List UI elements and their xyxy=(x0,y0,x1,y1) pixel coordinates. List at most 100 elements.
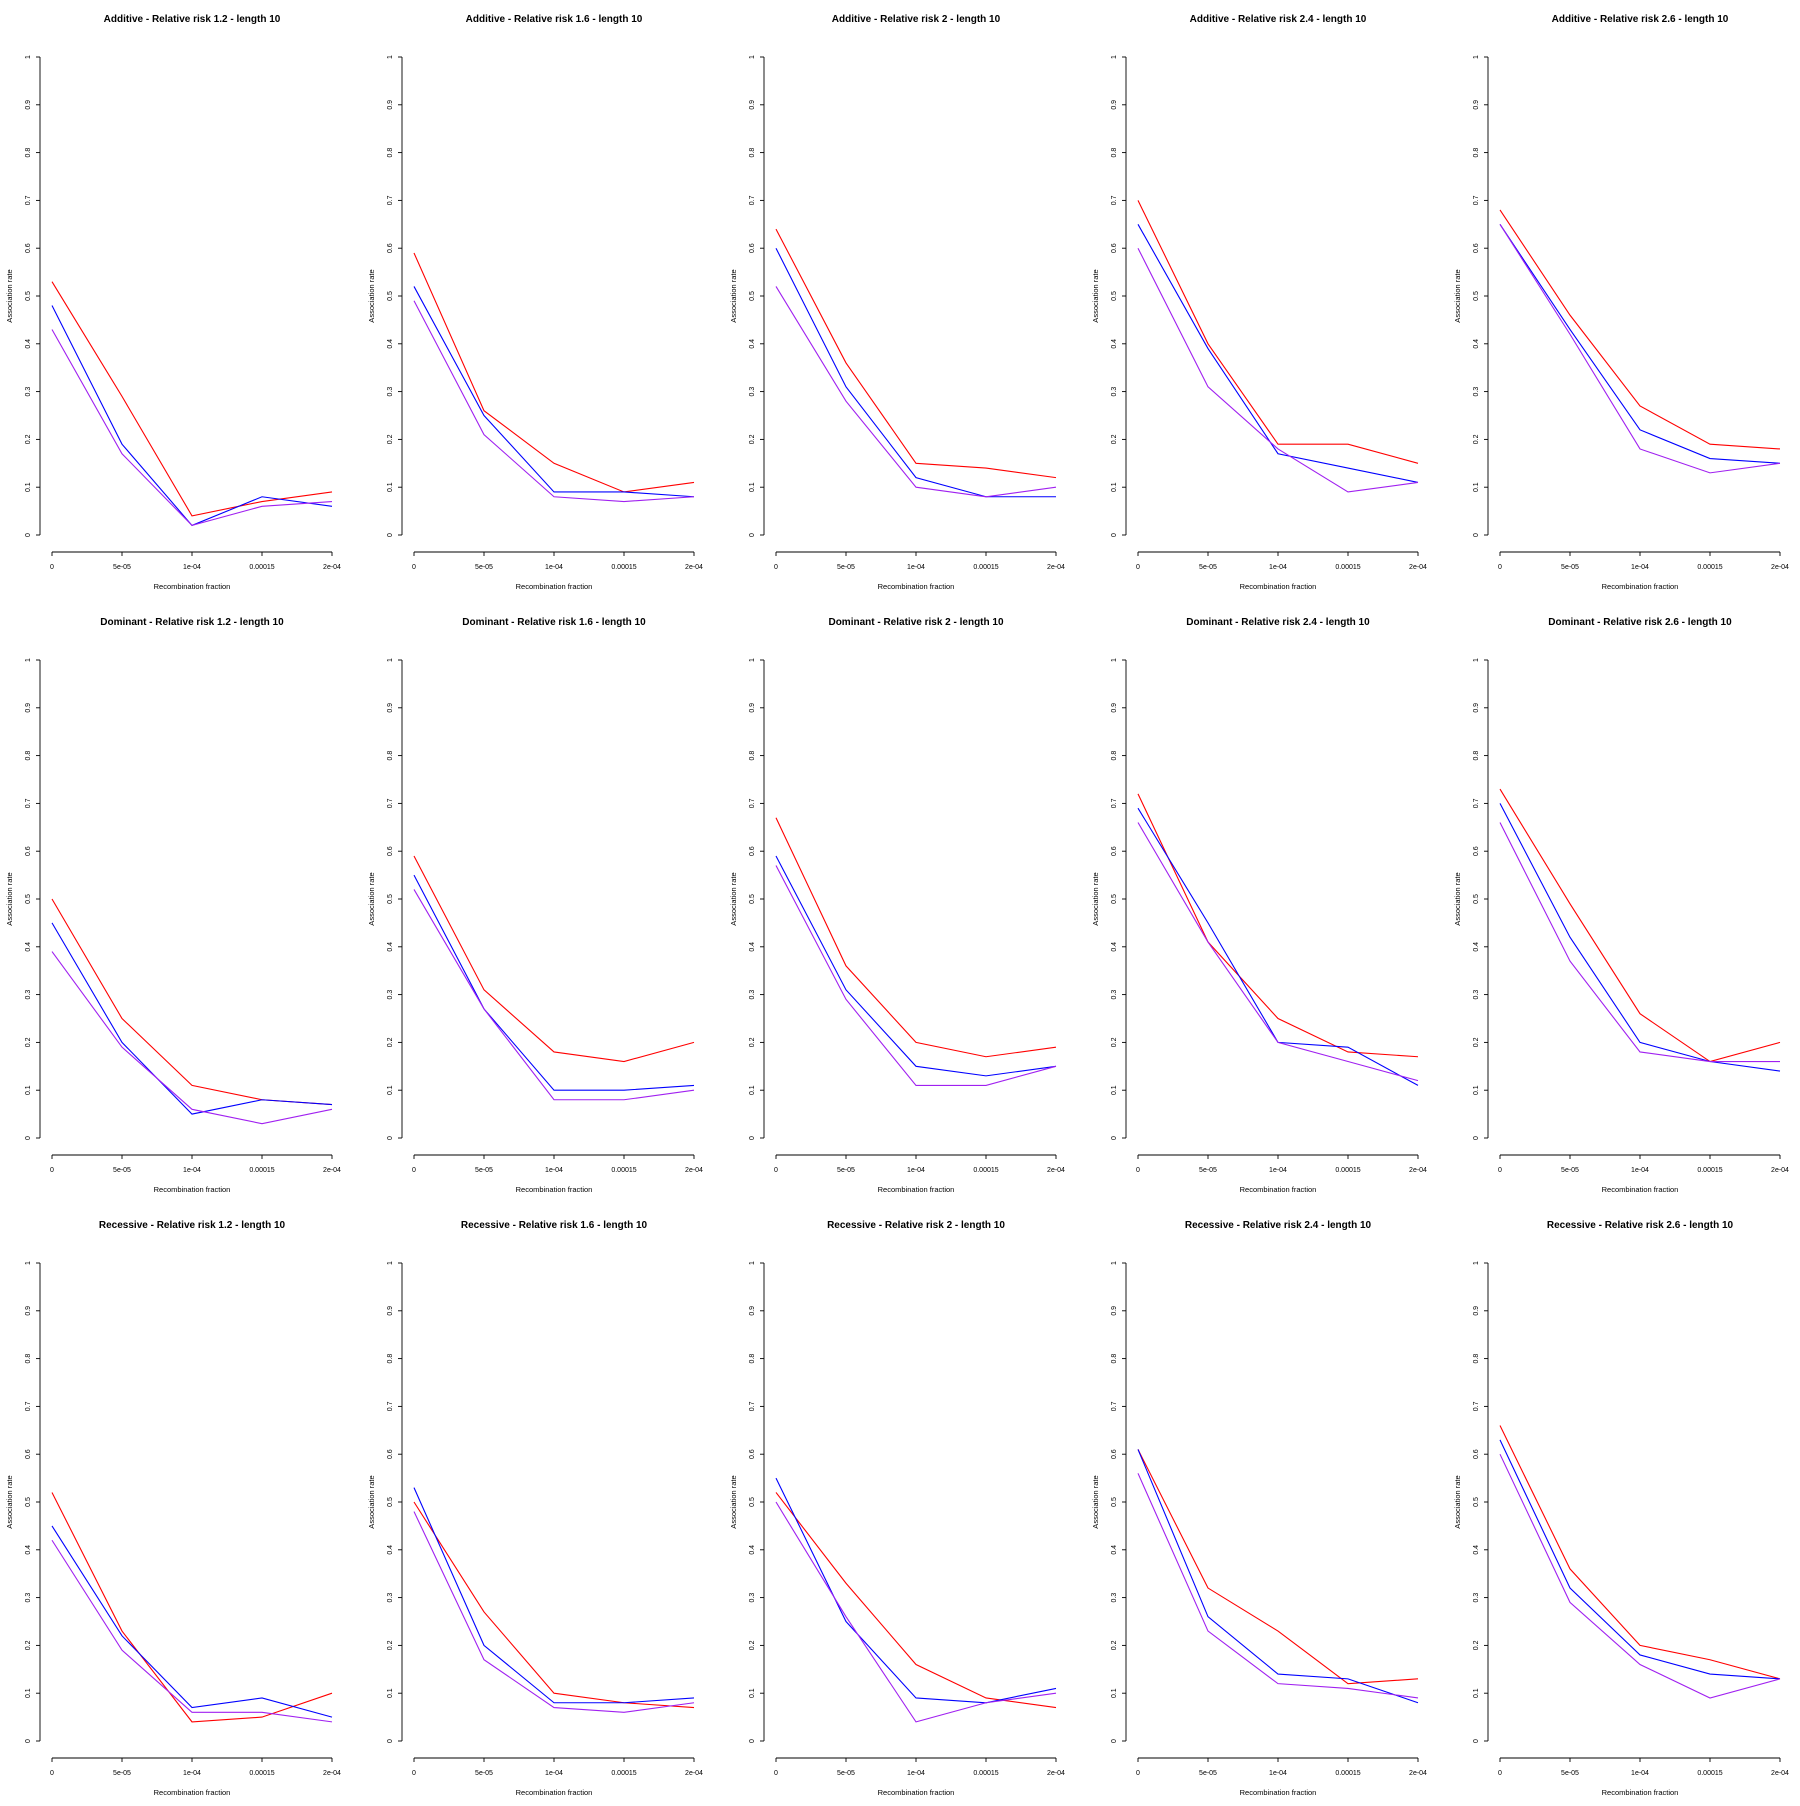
series-line-2 xyxy=(1499,1439,1781,1680)
y-tick-label: 0.5 xyxy=(387,1497,394,1507)
y-tick-label: 0.7 xyxy=(387,195,394,205)
chart-title: Dominant - Relative risk 1.2 - length 10 xyxy=(100,617,284,628)
y-tick-label: 0.3 xyxy=(749,1593,756,1603)
chart-title: Additive - Relative risk 1.6 - length 10 xyxy=(466,14,643,25)
y-tick-label: 0.7 xyxy=(25,195,32,205)
y-tick-label: 0.2 xyxy=(749,434,756,444)
y-tick-label: 0.2 xyxy=(25,1640,32,1650)
series-line-3 xyxy=(51,329,333,527)
y-tick-label: 0.1 xyxy=(749,1085,756,1095)
x-tick-label: 2e-04 xyxy=(323,564,341,571)
x-tick-label: 0.00015 xyxy=(973,564,998,571)
x-tick-label: 5e-05 xyxy=(837,1167,855,1174)
y-tick-label: 0.4 xyxy=(1111,942,1118,952)
chart-svg: Additive - Relative risk 2 - length 10 0 0… xyxy=(729,14,1065,591)
y-tick-label: 0 xyxy=(1473,1739,1480,1743)
y-tick-label: 1 xyxy=(1473,658,1480,662)
y-tick-label: 0.4 xyxy=(25,339,32,349)
y-tick-label: 0.3 xyxy=(1473,990,1480,1000)
y-tick-label: 0 xyxy=(387,1739,394,1743)
y-tick-label: 1 xyxy=(387,658,394,662)
x-tick-label: 1e-04 xyxy=(1269,1770,1287,1777)
y-axis-label: Association rate xyxy=(1091,269,1100,322)
y-tick-label: 0.3 xyxy=(387,990,394,1000)
x-tick-label: 1e-04 xyxy=(183,564,201,571)
series-line-1 xyxy=(51,898,333,1106)
x-tick-label: 0 xyxy=(412,1167,416,1174)
chart-svg: Dominant - Relative risk 2.4 - length 10… xyxy=(1091,617,1427,1194)
y-tick-label: 0.2 xyxy=(387,1037,394,1047)
y-tick-label: 0.1 xyxy=(1111,1085,1118,1095)
y-tick-label: 0.8 xyxy=(25,1354,32,1364)
series-line-3 xyxy=(775,286,1057,498)
y-tick-label: 0 xyxy=(25,1739,32,1743)
series-line-1 xyxy=(51,281,333,517)
series-line-2 xyxy=(1499,803,1781,1072)
y-axis-label: Association rate xyxy=(367,1475,376,1528)
y-tick-label: 0.6 xyxy=(387,243,394,253)
x-tick-label: 0 xyxy=(1136,1167,1140,1174)
chart-panel: Dominant - Relative risk 2 - length 10 0 0… xyxy=(726,603,1086,1203)
y-tick-label: 0.2 xyxy=(387,1640,394,1650)
y-tick-label: 0.5 xyxy=(1473,1497,1480,1507)
series-line-3 xyxy=(1137,247,1419,493)
chart-panel: Dominant - Relative risk 1.2 - length 10… xyxy=(2,603,362,1203)
y-tick-label: 0.7 xyxy=(1111,195,1118,205)
y-tick-label: 0.1 xyxy=(387,482,394,492)
y-tick-label: 0.8 xyxy=(749,751,756,761)
series-line-1 xyxy=(413,252,695,493)
y-tick-label: 0.7 xyxy=(1473,195,1480,205)
series-line-3 xyxy=(1137,1473,1419,1699)
y-tick-label: 0.6 xyxy=(25,243,32,253)
x-tick-label: 2e-04 xyxy=(685,1167,703,1174)
y-tick-label: 0.8 xyxy=(749,148,756,158)
y-tick-label: 0.2 xyxy=(749,1037,756,1047)
x-tick-label: 2e-04 xyxy=(1047,564,1065,571)
series-line-1 xyxy=(1499,788,1781,1063)
y-tick-label: 0.2 xyxy=(25,1037,32,1047)
y-tick-label: 0.4 xyxy=(387,1545,394,1555)
y-tick-label: 1 xyxy=(25,55,32,59)
chart-panel: Recessive - Relative risk 2 - length 10 0… xyxy=(726,1206,1086,1806)
x-tick-label: 0.00015 xyxy=(1697,1770,1722,1777)
y-tick-label: 0.9 xyxy=(25,100,32,110)
y-tick-label: 0.1 xyxy=(387,1085,394,1095)
series-line-3 xyxy=(1499,224,1781,474)
x-tick-label: 0 xyxy=(774,564,778,571)
chart-svg: Dominant - Relative risk 1.6 - length 10… xyxy=(367,617,703,1194)
y-tick-label: 0.3 xyxy=(1111,990,1118,1000)
y-tick-label: 0 xyxy=(387,533,394,537)
y-tick-label: 0.4 xyxy=(25,942,32,952)
x-tick-label: 5e-05 xyxy=(113,1167,131,1174)
series-line-2 xyxy=(1137,1449,1419,1704)
x-axis-label: Recombination fraction xyxy=(154,1185,231,1194)
x-tick-label: 0 xyxy=(412,1770,416,1777)
y-tick-label: 0.5 xyxy=(1473,291,1480,301)
chart-title: Dominant - Relative risk 1.6 - length 10 xyxy=(462,617,646,628)
chart-svg: Recessive - Relative risk 2.6 - length 1… xyxy=(1453,1220,1789,1797)
y-axis-label: Association rate xyxy=(367,269,376,322)
y-axis-label: Association rate xyxy=(729,1475,738,1528)
series-line-3 xyxy=(1499,822,1780,1063)
y-tick-label: 0.7 xyxy=(25,798,32,808)
y-tick-label: 0.2 xyxy=(1473,1640,1480,1650)
y-tick-label: 0.9 xyxy=(387,1306,394,1316)
x-tick-label: 5e-05 xyxy=(1561,1167,1579,1174)
x-tick-label: 2e-04 xyxy=(1409,1770,1427,1777)
series-line-1 xyxy=(1499,209,1781,450)
chart-svg: Recessive - Relative risk 1.2 - length 1… xyxy=(5,1220,341,1797)
series-line-2 xyxy=(775,247,1056,498)
y-tick-label: 0.5 xyxy=(25,894,32,904)
x-tick-label: 5e-05 xyxy=(475,1167,493,1174)
series-line-1 xyxy=(775,817,1057,1058)
x-tick-label: 1e-04 xyxy=(907,564,925,571)
x-tick-label: 1e-04 xyxy=(907,1770,925,1777)
y-axis-label: Association rate xyxy=(5,1475,14,1528)
y-tick-label: 0.6 xyxy=(1111,1449,1118,1459)
series-line-1 xyxy=(1137,1449,1419,1685)
chart-panel: Additive - Relative risk 1.2 - length 10… xyxy=(2,0,362,600)
y-tick-label: 0.5 xyxy=(1111,291,1118,301)
y-tick-label: 0.1 xyxy=(25,1085,32,1095)
series-line-2 xyxy=(1499,223,1781,464)
x-axis-label: Recombination fraction xyxy=(154,582,231,591)
